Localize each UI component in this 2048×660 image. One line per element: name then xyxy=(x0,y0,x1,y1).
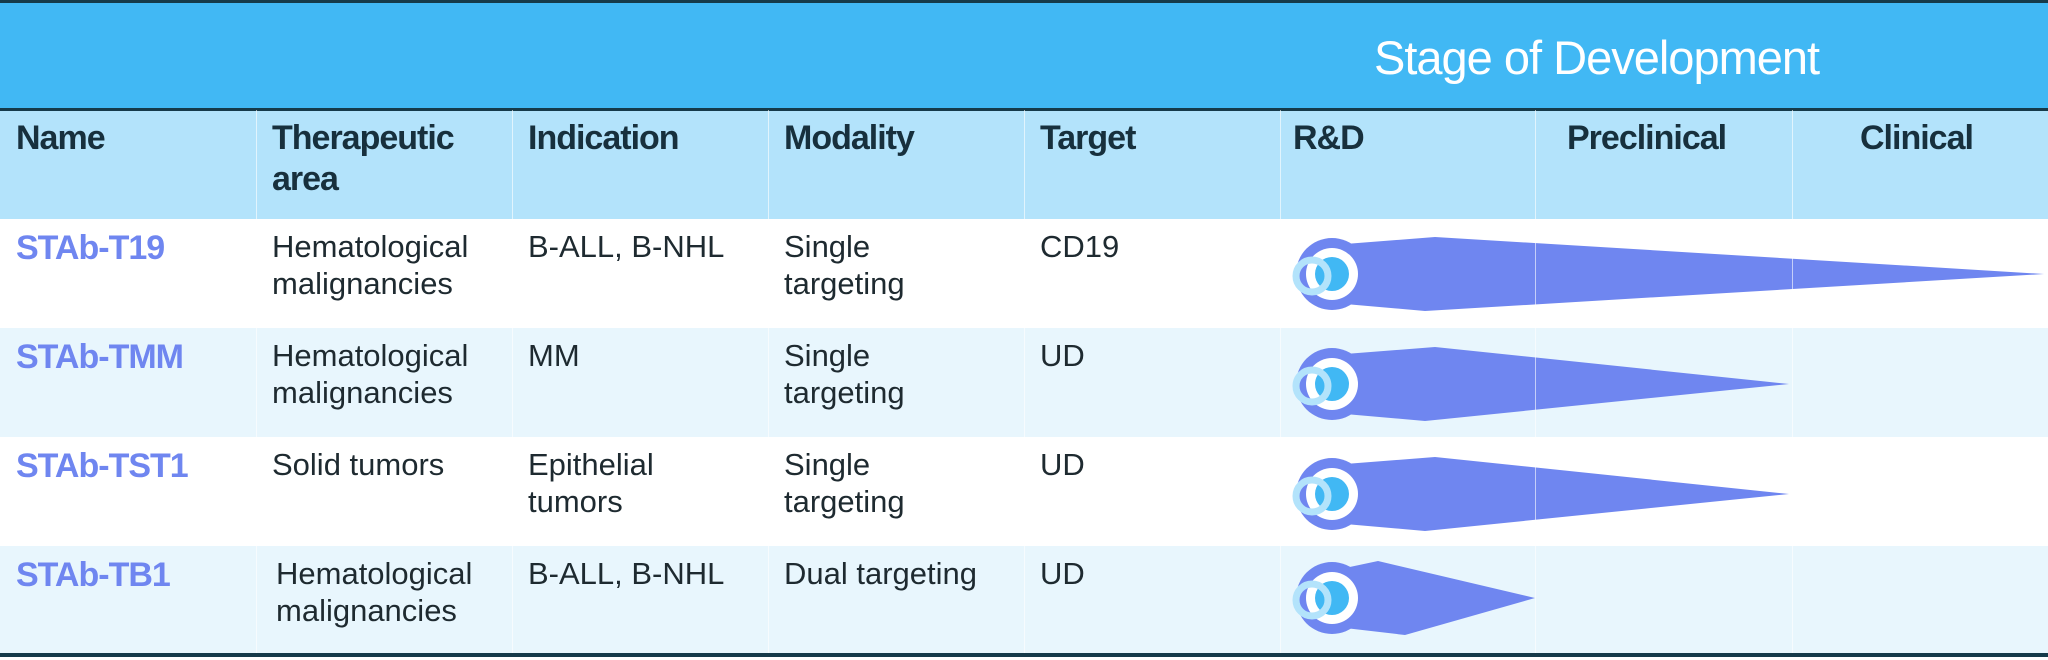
divider xyxy=(0,653,2048,657)
row-therapeutic-area: Hematological malignancies xyxy=(276,556,473,629)
column-separator xyxy=(1024,110,1025,653)
row-indication: B-ALL, B-NHL xyxy=(528,229,725,264)
column-separator xyxy=(1792,110,1793,653)
column-header: Target xyxy=(1040,119,1136,157)
column-separator xyxy=(256,110,257,653)
row-name: STAb-TB1 xyxy=(16,556,171,594)
column-separator xyxy=(1535,110,1536,653)
stage-title: Stage of Development xyxy=(1374,31,1820,84)
row-therapeutic-area: Solid tumors xyxy=(272,447,445,482)
row-modality: Single targeting xyxy=(784,229,905,302)
column-separator xyxy=(768,110,769,653)
logo-icons xyxy=(1292,238,1368,634)
row-target: UD xyxy=(1040,556,1085,591)
column-header: Name xyxy=(16,119,106,157)
row-target: CD19 xyxy=(1040,229,1120,264)
row-modality: Single targeting xyxy=(784,447,905,520)
row-indication: MM xyxy=(528,338,580,373)
column-separator xyxy=(512,110,513,653)
row-modality: Single targeting xyxy=(784,338,905,411)
column-header: Preclinical xyxy=(1567,119,1727,157)
column-header: R&D xyxy=(1293,119,1365,157)
row-name: STAb-TST1 xyxy=(16,447,189,485)
column-separator xyxy=(1280,110,1281,653)
row-target: UD xyxy=(1040,338,1085,373)
row-indication: Epithelial tumors xyxy=(528,447,654,520)
column-header: Therapeutic area xyxy=(272,119,455,198)
column-header: Indication xyxy=(528,119,680,157)
arrow xyxy=(1345,237,2044,635)
row-name: STAb-TMM xyxy=(16,338,184,376)
row-name: STAb-T19 xyxy=(16,229,165,267)
column-header: Clinical xyxy=(1860,119,1974,157)
row-therapeutic-area: Hematological malignancies xyxy=(272,338,469,411)
divider xyxy=(0,108,2048,111)
row-target: UD xyxy=(1040,447,1085,482)
column-header: Modality xyxy=(784,119,915,157)
title-band xyxy=(0,0,2048,110)
row-modality: Dual targeting xyxy=(784,556,978,591)
row-indication: B-ALL, B-NHL xyxy=(528,556,725,591)
row-therapeutic-area: Hematological malignancies xyxy=(272,229,469,302)
